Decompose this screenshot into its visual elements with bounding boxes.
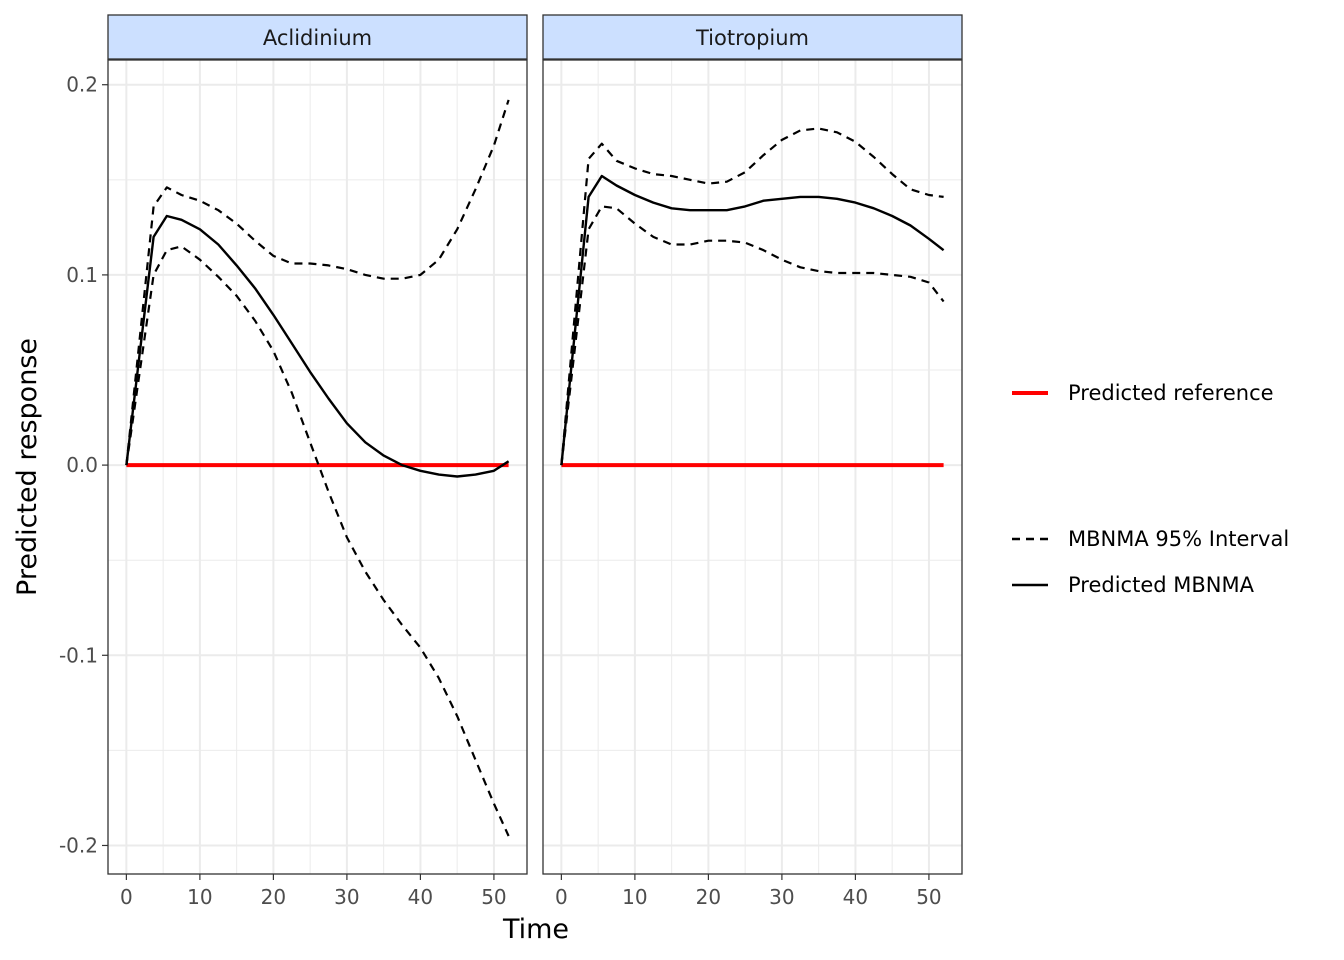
x-tick-label: 10 bbox=[622, 885, 647, 909]
y-tick-label: -0.1 bbox=[59, 643, 98, 667]
x-tick-label: 10 bbox=[187, 885, 212, 909]
y-tick-label: 0.2 bbox=[66, 73, 98, 97]
series-mbnma-line bbox=[560, 174, 945, 466]
x-tick-label: 20 bbox=[696, 885, 721, 909]
panel-aclidinium: Aclidinium 0 10 20 30 40 50 bbox=[107, 14, 528, 909]
series-interval-line bbox=[125, 245, 510, 837]
y-tick-label: 0.0 bbox=[66, 453, 98, 477]
panel-tiotropium: Tiotropium 0 10 20 30 40 50 bbox=[542, 14, 963, 909]
x-tick-label: 30 bbox=[334, 885, 359, 909]
series-interval-line bbox=[125, 99, 510, 466]
series-mbnma-line bbox=[125, 214, 510, 478]
legend-label-interval: MBNMA 95% Interval bbox=[1068, 527, 1289, 551]
facet-strip-label: Tiotropium bbox=[695, 26, 809, 50]
panel-border bbox=[107, 59, 528, 875]
panel-border bbox=[542, 59, 963, 875]
x-tick-label: 40 bbox=[408, 885, 433, 909]
x-tick-label: 0 bbox=[120, 885, 133, 909]
legend-label-reference: Predicted reference bbox=[1068, 381, 1274, 405]
x-tick-label: 0 bbox=[555, 885, 568, 909]
y-tick-label: 0.1 bbox=[66, 263, 98, 287]
facet-strip bbox=[107, 14, 528, 60]
y-tick-label: -0.2 bbox=[59, 833, 98, 857]
x-tick-label: 20 bbox=[261, 885, 286, 909]
facet-strip-label: Aclidinium bbox=[263, 26, 372, 50]
y-axis-title: Predicted response bbox=[12, 338, 43, 596]
series-interval-line bbox=[560, 205, 945, 466]
x-tick-label: 40 bbox=[843, 885, 868, 909]
x-tick-label: 50 bbox=[916, 885, 941, 909]
x-tick-label: 50 bbox=[481, 885, 506, 909]
x-tick-label: 30 bbox=[769, 885, 794, 909]
series-interval-line bbox=[560, 127, 944, 466]
facet-strip bbox=[542, 14, 963, 60]
legend: Predicted reference MBNMA 95% Interval P… bbox=[1012, 381, 1289, 597]
legend-label-mbnma: Predicted MBNMA bbox=[1068, 573, 1255, 597]
x-axis-title: Time bbox=[502, 914, 569, 945]
